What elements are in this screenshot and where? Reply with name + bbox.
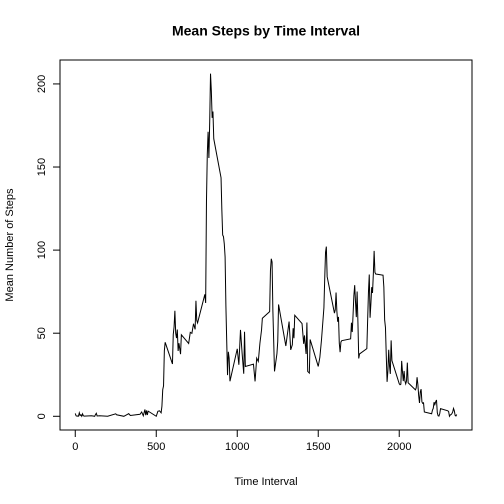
y-tick-label: 150 (36, 158, 48, 176)
y-axis-label: Mean Number of Steps (4, 188, 16, 302)
x-tick-label: 500 (147, 441, 165, 453)
y-tick-label: 50 (36, 327, 48, 339)
x-tick-label: 2000 (387, 441, 411, 453)
y-tick-label: 0 (36, 413, 48, 419)
x-axis-label: Time Interval (234, 476, 297, 488)
plot-frame (59, 59, 473, 431)
line-series (74, 73, 458, 418)
y-tick-label: 200 (36, 75, 48, 93)
y-tick-label: 100 (36, 241, 48, 259)
x-tick-label: 1000 (225, 441, 249, 453)
chart-title: Mean Steps by Time Interval (172, 23, 360, 39)
x-tick-label: 0 (72, 441, 78, 453)
x-tick-label: 1500 (306, 441, 330, 453)
